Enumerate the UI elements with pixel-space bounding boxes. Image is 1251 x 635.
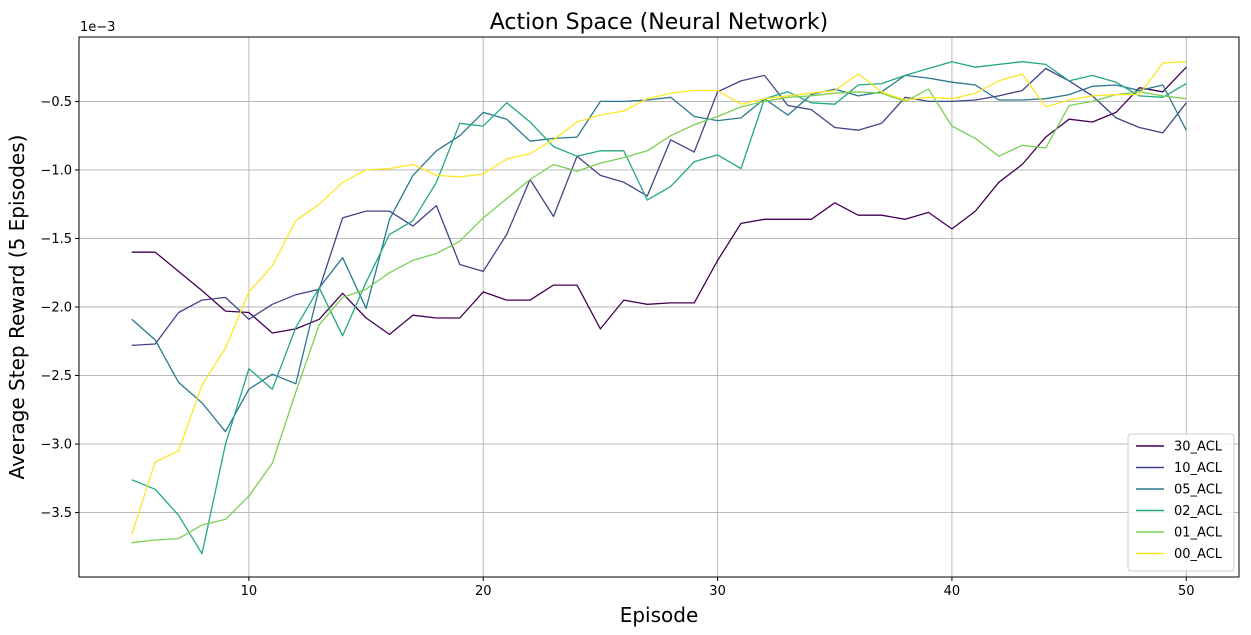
y-tick-label: −2.0: [40, 301, 72, 316]
grid: [79, 37, 1239, 577]
series-line-05_ACL: [131, 74, 1187, 433]
y-scale-label: 1e−3: [80, 20, 115, 35]
x-tick-label: 40: [944, 584, 961, 599]
series-lines: [131, 61, 1187, 555]
x-axis-label: Episode: [620, 603, 699, 627]
x-tick-label: 20: [475, 584, 492, 599]
chart-title: Action Space (Neural Network): [490, 10, 829, 35]
x-tick-label: 10: [241, 584, 258, 599]
legend-label: 02_ACL: [1174, 504, 1223, 519]
x-tick-label: 30: [709, 584, 726, 599]
y-tick-label: −3.5: [40, 506, 72, 521]
legend-label: 30_ACL: [1174, 440, 1223, 455]
legend-label: 10_ACL: [1174, 461, 1223, 476]
series-line-01_ACL: [131, 88, 1187, 544]
series-line-02_ACL: [131, 61, 1187, 555]
legend-label: 01_ACL: [1174, 526, 1223, 541]
y-tick-label: −2.5: [40, 369, 72, 384]
series-line-10_ACL: [131, 67, 1187, 347]
x-tick-label: 50: [1178, 584, 1195, 599]
legend: 30_ACL 10_ACL 05_ACL 02_ACL 01_ACL 00_ACL: [1127, 433, 1235, 572]
axis-ticks: 10 20 30 40 50 −3.5 −3.0 −2.5 −2.0 −1.5 −1.0 −0.5: [40, 95, 1194, 599]
series-line-00_ACL: [131, 61, 1187, 535]
y-tick-label: −0.5: [40, 95, 72, 110]
y-tick-label: −1.5: [40, 232, 72, 247]
y-tick-label: −1.0: [40, 163, 72, 178]
legend-label: 05_ACL: [1174, 483, 1223, 498]
y-axis-label: Average Step Reward (5 Episodes): [5, 135, 29, 480]
legend-label: 00_ACL: [1174, 547, 1223, 562]
y-tick-label: −3.0: [40, 438, 72, 453]
series-line-30_ACL: [131, 66, 1187, 336]
